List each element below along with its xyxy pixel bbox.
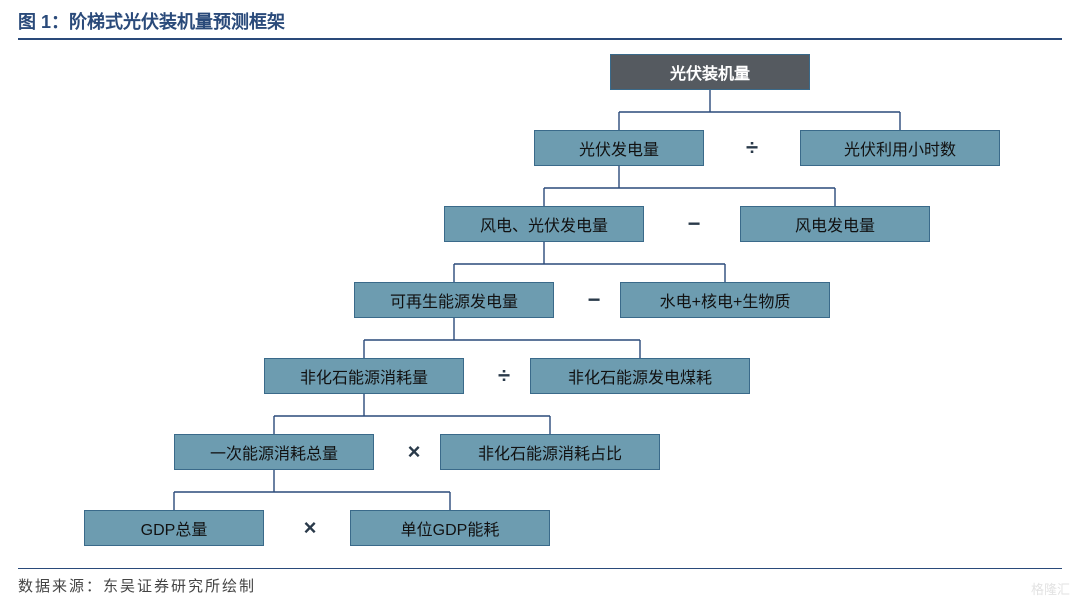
operator-op1: ÷ [738, 134, 766, 162]
node-l5_left: 一次能源消耗总量 [174, 434, 374, 470]
watermark: 格隆汇 [1031, 579, 1070, 598]
flowchart-canvas: 光伏装机量光伏发电量 光伏利用小时数风电、光伏发电量 风电发电量可再生能源发电量 水电… [0, 38, 1080, 558]
operator-op3: − [580, 286, 608, 314]
operator-op4: ÷ [490, 362, 518, 390]
node-l6_left-label: GDP总量 [141, 516, 208, 540]
figure-title: 图 1：阶梯式光伏装机量预测框架 [18, 8, 1062, 40]
node-l3_left-label: 可再生能源发电量 [390, 288, 518, 312]
node-l3_right: 水电+核电+生物质 [620, 282, 830, 318]
node-l2_right: 风电发电量 [740, 206, 930, 242]
node-root: 光伏装机量 [610, 54, 810, 90]
node-l1_left: 光伏发电量 [534, 130, 704, 166]
node-l1_right: 光伏利用小时数 [800, 130, 1000, 166]
node-l5_left-label: 一次能源消耗总量 [210, 440, 338, 464]
node-l3_right-label: 水电+核电+生物质 [660, 288, 791, 312]
node-l5_right: 非化石能源消耗占比 [440, 434, 660, 470]
node-l6_left: GDP总量 [84, 510, 264, 546]
node-l4_left: 非化石能源消耗量 [264, 358, 464, 394]
node-l4_left-label: 非化石能源消耗量 [300, 364, 428, 388]
node-l1_left-label: 光伏发电量 [579, 136, 659, 160]
node-l3_left: 可再生能源发电量 [354, 282, 554, 318]
source-label: 数据来源：东吴证券研究所绘制 [18, 568, 1062, 596]
node-l5_right-label: 非化石能源消耗占比 [478, 440, 622, 464]
operator-op2: − [680, 210, 708, 238]
node-root-label: 光伏装机量 [670, 60, 750, 84]
node-l2_left: 风电、光伏发电量 [444, 206, 644, 242]
operator-op5: × [400, 438, 428, 466]
node-l4_right-label: 非化石能源发电煤耗 [568, 364, 712, 388]
node-l2_left-label: 风电、光伏发电量 [480, 212, 608, 236]
node-l2_right-label: 风电发电量 [795, 212, 875, 236]
operator-op6: × [296, 514, 324, 542]
node-l6_right-label: 单位GDP能耗 [401, 516, 500, 540]
node-l6_right: 单位GDP能耗 [350, 510, 550, 546]
node-l1_right-label: 光伏利用小时数 [844, 136, 956, 160]
node-l4_right: 非化石能源发电煤耗 [530, 358, 750, 394]
